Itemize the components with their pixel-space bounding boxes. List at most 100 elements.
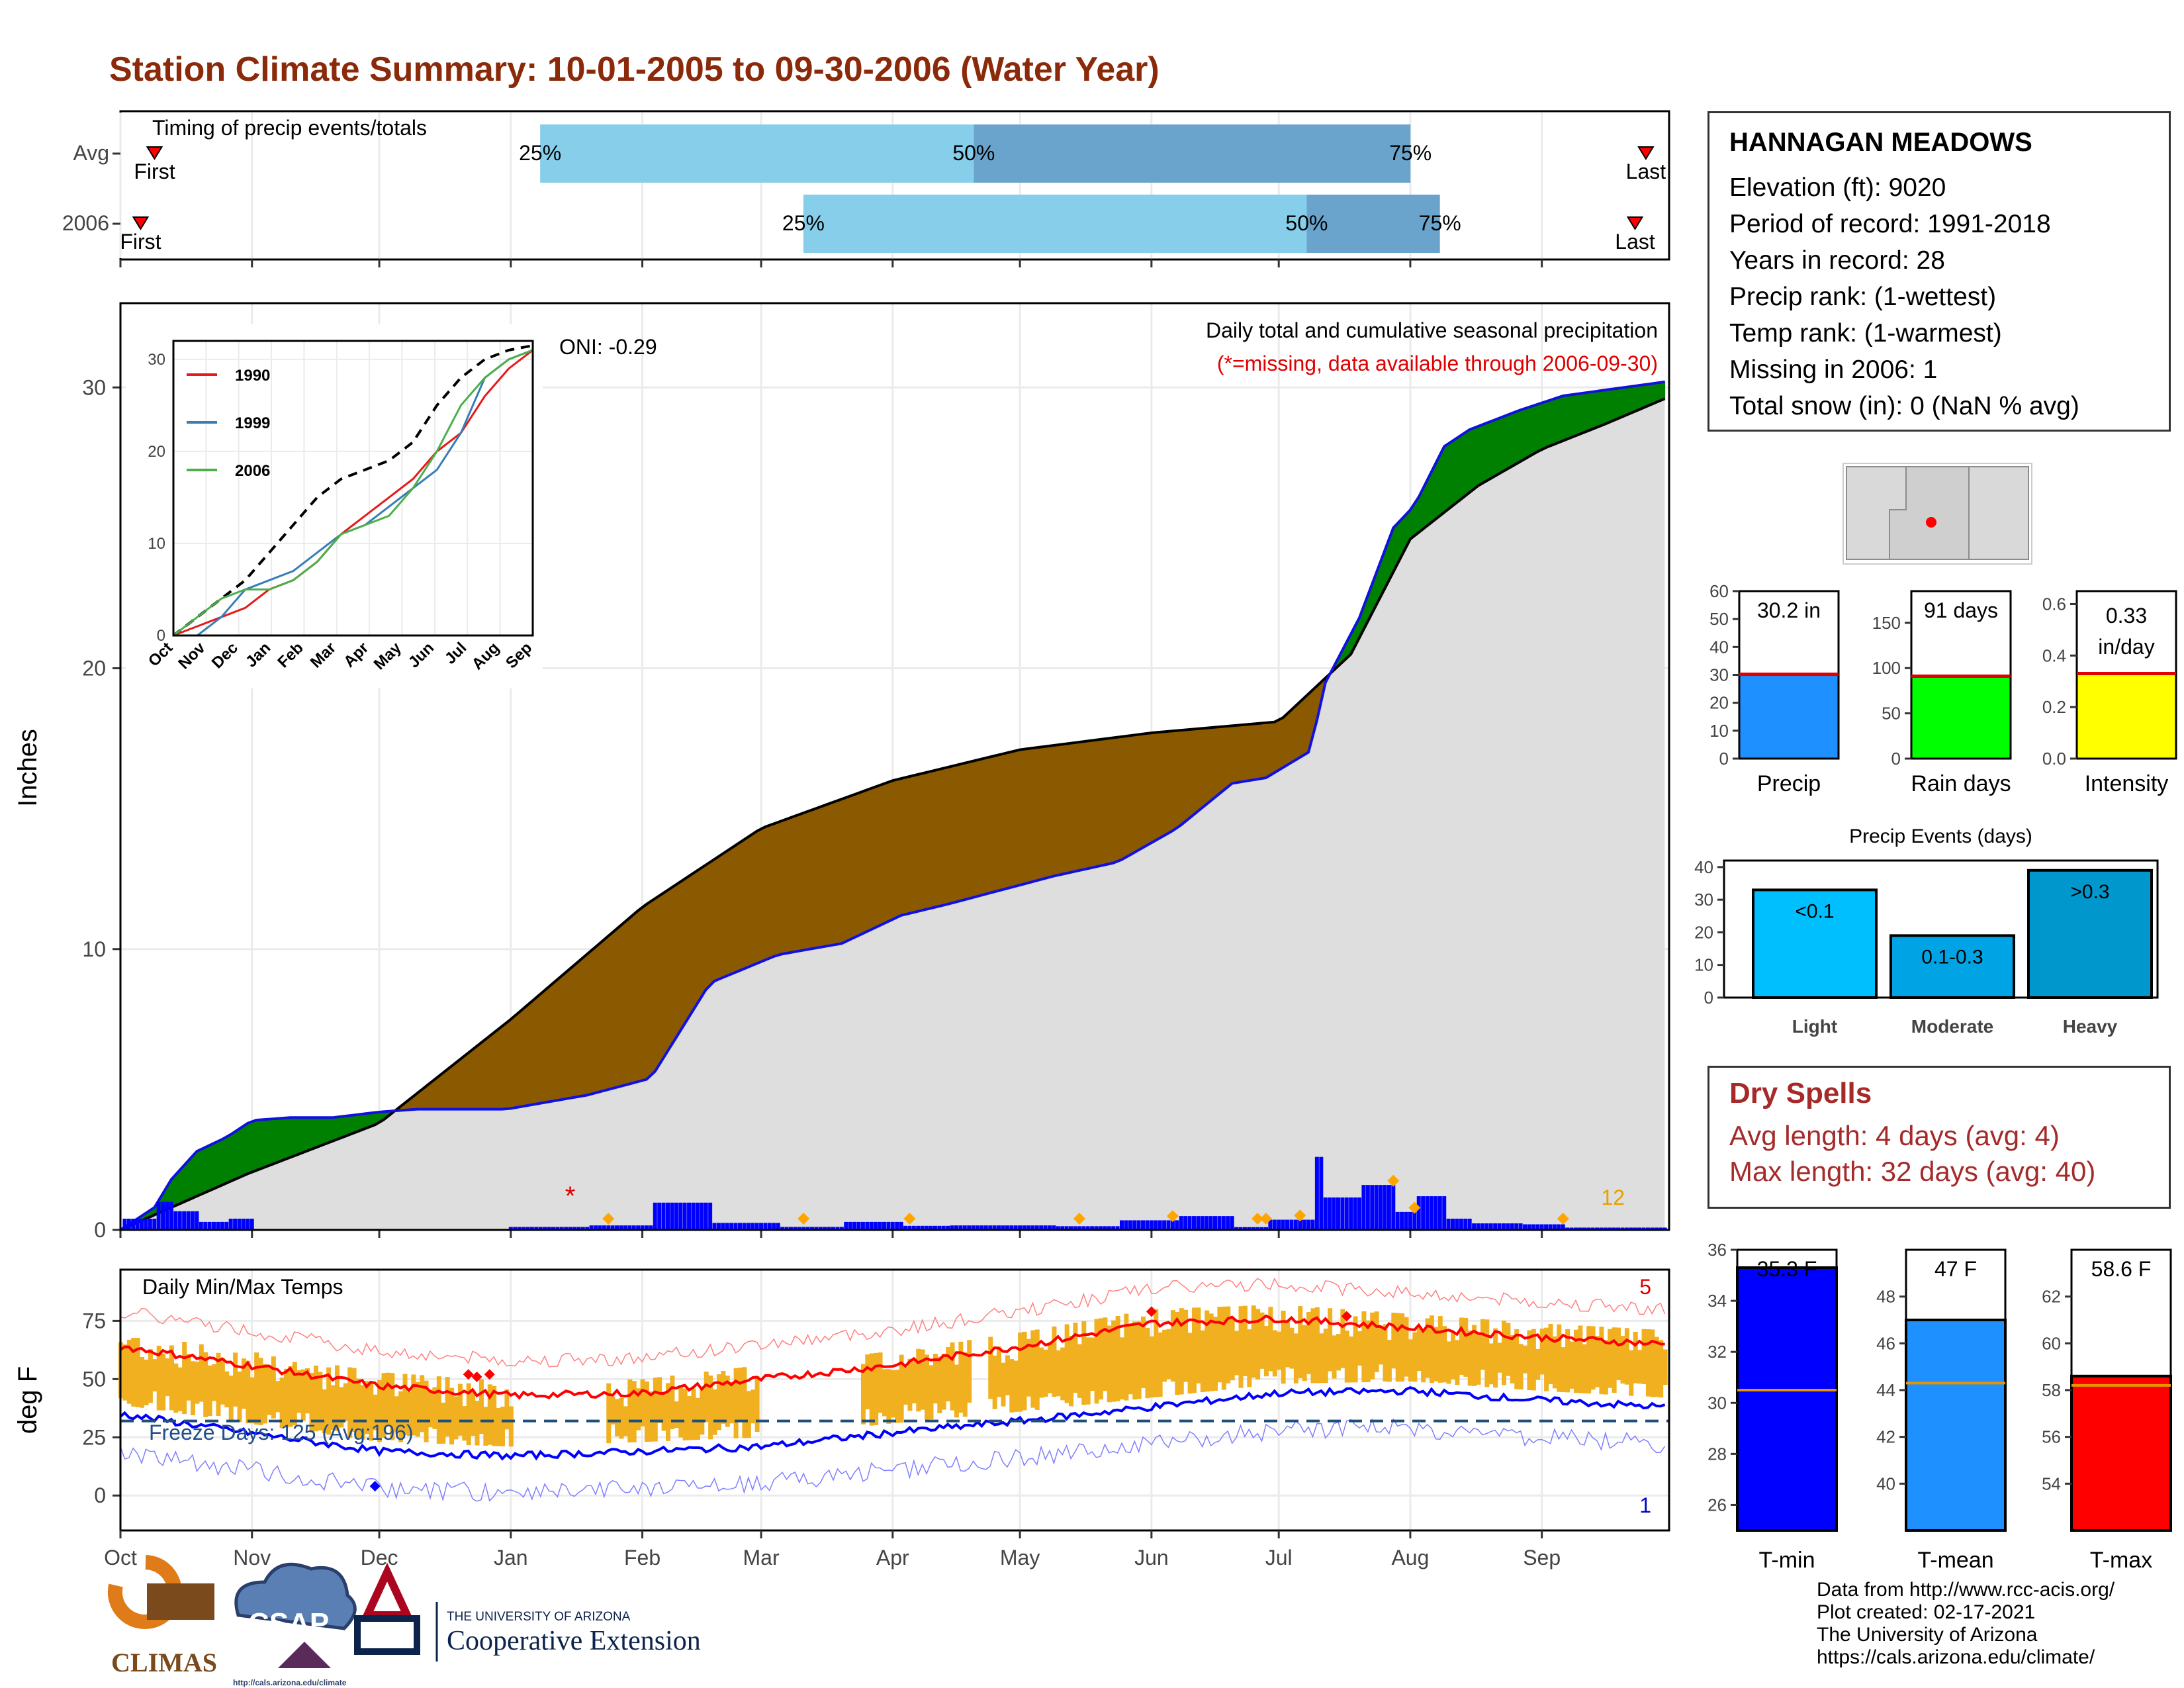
daily-temp-range-bar xyxy=(453,1396,459,1440)
daily-temp-range-bar xyxy=(1400,1313,1405,1382)
record-high-marker xyxy=(471,1371,482,1382)
daily-temp-range-bar xyxy=(997,1346,1002,1397)
last-event-marker xyxy=(1637,146,1655,160)
daily-precip-bar xyxy=(1158,1220,1162,1230)
daily-precip-bar xyxy=(1510,1223,1514,1230)
daily-precip-bar xyxy=(1043,1225,1048,1230)
deficit-area xyxy=(1045,745,1054,879)
deficit-area xyxy=(1146,731,1156,846)
temp-category-label: T-max xyxy=(2090,1548,2152,1573)
daily-temp-range-bar xyxy=(1043,1349,1048,1397)
deficit-area xyxy=(1189,728,1199,819)
daily-precip-bar xyxy=(983,1225,988,1230)
daily-precip-bar xyxy=(1557,1224,1561,1230)
deficit-area xyxy=(1113,736,1122,864)
daily-precip-bar xyxy=(1433,1196,1438,1230)
daily-precip-bar xyxy=(831,1227,836,1230)
deficit-area xyxy=(858,789,868,936)
daily-precip-bar xyxy=(1034,1225,1039,1230)
daily-precip-bar xyxy=(508,1227,513,1230)
daily-temp-range-bar xyxy=(1175,1312,1180,1395)
deficit-area xyxy=(680,875,690,1032)
daily-temp-range-bar xyxy=(1416,1327,1422,1372)
daily-temp-range-bar xyxy=(424,1380,429,1442)
daily-temp-range-bar xyxy=(1437,1316,1443,1383)
daily-precip-bar xyxy=(682,1202,687,1230)
daily-temp-range-bar xyxy=(657,1377,662,1423)
daily-temp-range-bar xyxy=(406,1391,412,1436)
daily-temp-range-bar xyxy=(140,1356,145,1408)
surplus-area xyxy=(1571,393,1580,438)
daily-precip-bar xyxy=(941,1225,946,1230)
daily-temp-range-bar xyxy=(1463,1317,1469,1377)
surplus-area xyxy=(1443,440,1453,514)
daily-precip-bar xyxy=(640,1225,645,1230)
daily-temp-range-bar xyxy=(228,1376,234,1421)
deficit-area xyxy=(722,847,732,978)
daily-temp-range-bar xyxy=(907,1358,913,1411)
daily-precip-bar xyxy=(1247,1227,1251,1230)
daily-temp-range-bar xyxy=(1005,1355,1010,1395)
daily-temp-range-bar xyxy=(144,1360,149,1405)
daily-temp-range-bar xyxy=(1191,1307,1197,1393)
record-high-marker xyxy=(1341,1311,1352,1322)
event-bar xyxy=(1889,934,2015,1000)
station-name: HANNAGAN MEADOWS xyxy=(1729,128,2032,157)
precip-subtitle: (*=missing, data available through 2006-… xyxy=(1217,352,1658,375)
daily-temp-range-bar xyxy=(619,1397,624,1439)
deficit-area xyxy=(697,864,707,1005)
daily-precip-bar xyxy=(1624,1227,1629,1230)
daily-temp-range-bar xyxy=(1539,1329,1545,1375)
daily-temp-range-bar xyxy=(1255,1309,1261,1380)
daily-precip-bar xyxy=(751,1223,755,1230)
daily-precip-bar xyxy=(823,1227,827,1230)
daily-temp-range-bar xyxy=(330,1385,336,1430)
event-bar-label: 0.1-0.3 xyxy=(1921,946,1983,968)
daily-temp-range-bar xyxy=(224,1371,230,1408)
deficit-area xyxy=(1036,746,1046,881)
deficit-area xyxy=(1155,731,1165,841)
daily-temp-range-bar xyxy=(1518,1344,1524,1390)
daily-temp-range-bar xyxy=(258,1358,263,1425)
surplus-area xyxy=(1596,389,1606,428)
y-tick-label: 34 xyxy=(1707,1291,1727,1311)
surplus-area xyxy=(281,1117,291,1162)
daily-precip-bar xyxy=(1353,1197,1357,1230)
daily-temp-range-bar xyxy=(1103,1317,1108,1391)
extreme-event-marker xyxy=(1387,1174,1400,1187)
deficit-area xyxy=(714,853,723,982)
daily-precip-bar xyxy=(1416,1196,1421,1230)
daily-temp-range-bar xyxy=(1179,1308,1184,1395)
daily-precip-bar xyxy=(1662,1227,1667,1230)
daily-temp-range-bar xyxy=(475,1401,480,1446)
data-credits: Data from http://www.rcc-acis.org/ Plot … xyxy=(1817,1579,2115,1669)
daily-precip-bar xyxy=(1052,1225,1056,1230)
daily-temp-range-bar xyxy=(1081,1321,1087,1405)
daily-temp-range-bar xyxy=(504,1389,510,1430)
surplus-area xyxy=(306,1117,316,1152)
daily-temp-range-bar xyxy=(895,1370,900,1423)
deficit-area xyxy=(1283,708,1292,769)
surplus-area xyxy=(1452,434,1462,507)
daily-precip-bar xyxy=(619,1225,623,1230)
daily-temp-range-bar xyxy=(1132,1321,1138,1400)
daily-precip-bar xyxy=(1412,1211,1417,1230)
daily-precip-bar xyxy=(1213,1216,1218,1230)
deficit-area xyxy=(510,1011,520,1109)
daily-precip-bar xyxy=(135,1219,140,1230)
temp-value-label: 35.3 F xyxy=(1757,1257,1817,1281)
y-tick-label: 44 xyxy=(1876,1380,1895,1400)
daily-temp-range-bar xyxy=(364,1381,369,1434)
daily-temp-range-bar xyxy=(1467,1331,1473,1386)
daily-precip-bar xyxy=(1374,1185,1379,1230)
surplus-area xyxy=(1512,409,1522,467)
daily-temp-range-bar xyxy=(190,1361,195,1415)
summary-bar xyxy=(1738,673,1840,760)
surplus-area xyxy=(1621,386,1631,418)
daily-temp-range-bar xyxy=(1650,1329,1655,1397)
deficit-area xyxy=(493,1025,503,1110)
extreme-event-marker xyxy=(797,1213,810,1225)
daily-temp-range-bar xyxy=(1302,1325,1307,1382)
daily-temp-range-bar xyxy=(1034,1329,1040,1410)
station-info-line: Precip rank: (1-wettest) xyxy=(1729,283,1997,311)
